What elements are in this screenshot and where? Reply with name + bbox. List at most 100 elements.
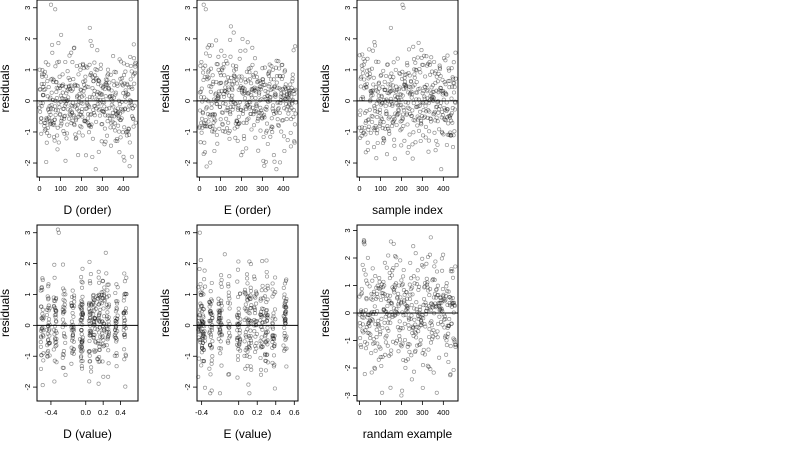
data-point <box>219 88 224 93</box>
data-point <box>236 122 241 127</box>
data-point <box>414 307 419 312</box>
y-tick-label: 1 <box>183 292 192 296</box>
data-point <box>431 112 436 117</box>
data-point <box>97 359 102 364</box>
data-point <box>261 82 266 88</box>
data-point <box>438 295 443 300</box>
data-point <box>53 7 58 12</box>
data-point <box>263 288 268 293</box>
data-point <box>264 274 270 279</box>
data-point <box>229 86 235 91</box>
data-point <box>442 117 447 122</box>
data-point <box>410 326 415 331</box>
data-point <box>92 88 97 93</box>
data-point <box>385 293 390 298</box>
data-point <box>121 73 127 78</box>
data-point <box>361 315 366 320</box>
data-point <box>40 311 45 316</box>
data-point <box>436 301 441 306</box>
data-point <box>428 308 433 313</box>
data-point <box>241 108 246 113</box>
y-tick-label: -1 <box>183 129 192 136</box>
data-point <box>217 81 222 86</box>
data-point <box>91 79 96 84</box>
data-point <box>376 318 381 323</box>
data-point <box>210 316 215 321</box>
data-point <box>363 84 369 89</box>
data-point <box>452 85 457 90</box>
data-point <box>124 292 129 297</box>
data-point <box>211 79 216 84</box>
data-point <box>54 85 59 90</box>
data-point <box>59 32 64 37</box>
data-point <box>420 91 425 96</box>
data-point <box>409 313 414 318</box>
data-point <box>401 274 406 279</box>
data-point <box>237 328 242 333</box>
data-point <box>384 73 389 79</box>
data-point <box>227 93 232 98</box>
data-point <box>394 87 399 92</box>
data-point <box>361 238 366 243</box>
data-point <box>293 44 298 49</box>
data-point <box>383 335 388 340</box>
data-point <box>238 84 243 89</box>
data-point <box>254 331 259 337</box>
data-point <box>408 260 413 265</box>
data-point <box>123 353 129 358</box>
data-point <box>102 326 107 331</box>
data-point <box>423 300 428 305</box>
data-point <box>417 66 422 72</box>
data-point <box>230 93 235 98</box>
data-point <box>52 104 58 109</box>
data-point <box>114 282 119 287</box>
data-point <box>389 77 394 82</box>
data-point <box>263 368 268 373</box>
data-point <box>49 118 54 123</box>
data-point <box>124 90 129 95</box>
data-point <box>76 153 81 158</box>
y-axis-title: residuals <box>318 289 332 337</box>
data-point <box>52 275 57 280</box>
data-point <box>122 107 127 112</box>
data-point <box>269 116 274 121</box>
data-point <box>417 103 422 108</box>
data-point <box>124 93 129 98</box>
data-point <box>115 316 120 322</box>
data-point <box>274 110 279 115</box>
data-point <box>390 285 395 290</box>
data-point <box>402 75 407 80</box>
data-point <box>106 327 111 332</box>
data-point <box>242 317 247 323</box>
data-point <box>106 302 112 307</box>
data-point <box>277 110 282 115</box>
data-point <box>71 351 76 356</box>
data-point <box>56 59 62 64</box>
data-point <box>423 85 428 90</box>
data-point <box>44 159 49 165</box>
data-point <box>438 305 443 310</box>
x-tick-label: 0.4 <box>115 408 125 417</box>
data-point <box>42 69 48 74</box>
data-point <box>236 114 241 119</box>
data-point <box>408 85 413 90</box>
data-point <box>403 302 408 307</box>
data-point <box>201 151 206 157</box>
data-point <box>89 329 94 334</box>
data-point <box>217 346 222 351</box>
data-point <box>71 346 76 352</box>
data-point <box>432 71 438 76</box>
data-point <box>412 306 417 311</box>
data-point <box>365 255 370 260</box>
data-point <box>247 318 252 323</box>
data-point <box>104 295 110 300</box>
data-point <box>383 340 388 345</box>
data-point <box>199 350 204 355</box>
data-point <box>410 324 415 329</box>
data-point <box>235 107 240 112</box>
data-point <box>439 308 444 313</box>
data-point <box>77 95 82 101</box>
data-point <box>401 313 406 318</box>
data-point <box>97 295 102 300</box>
data-point <box>412 349 418 355</box>
